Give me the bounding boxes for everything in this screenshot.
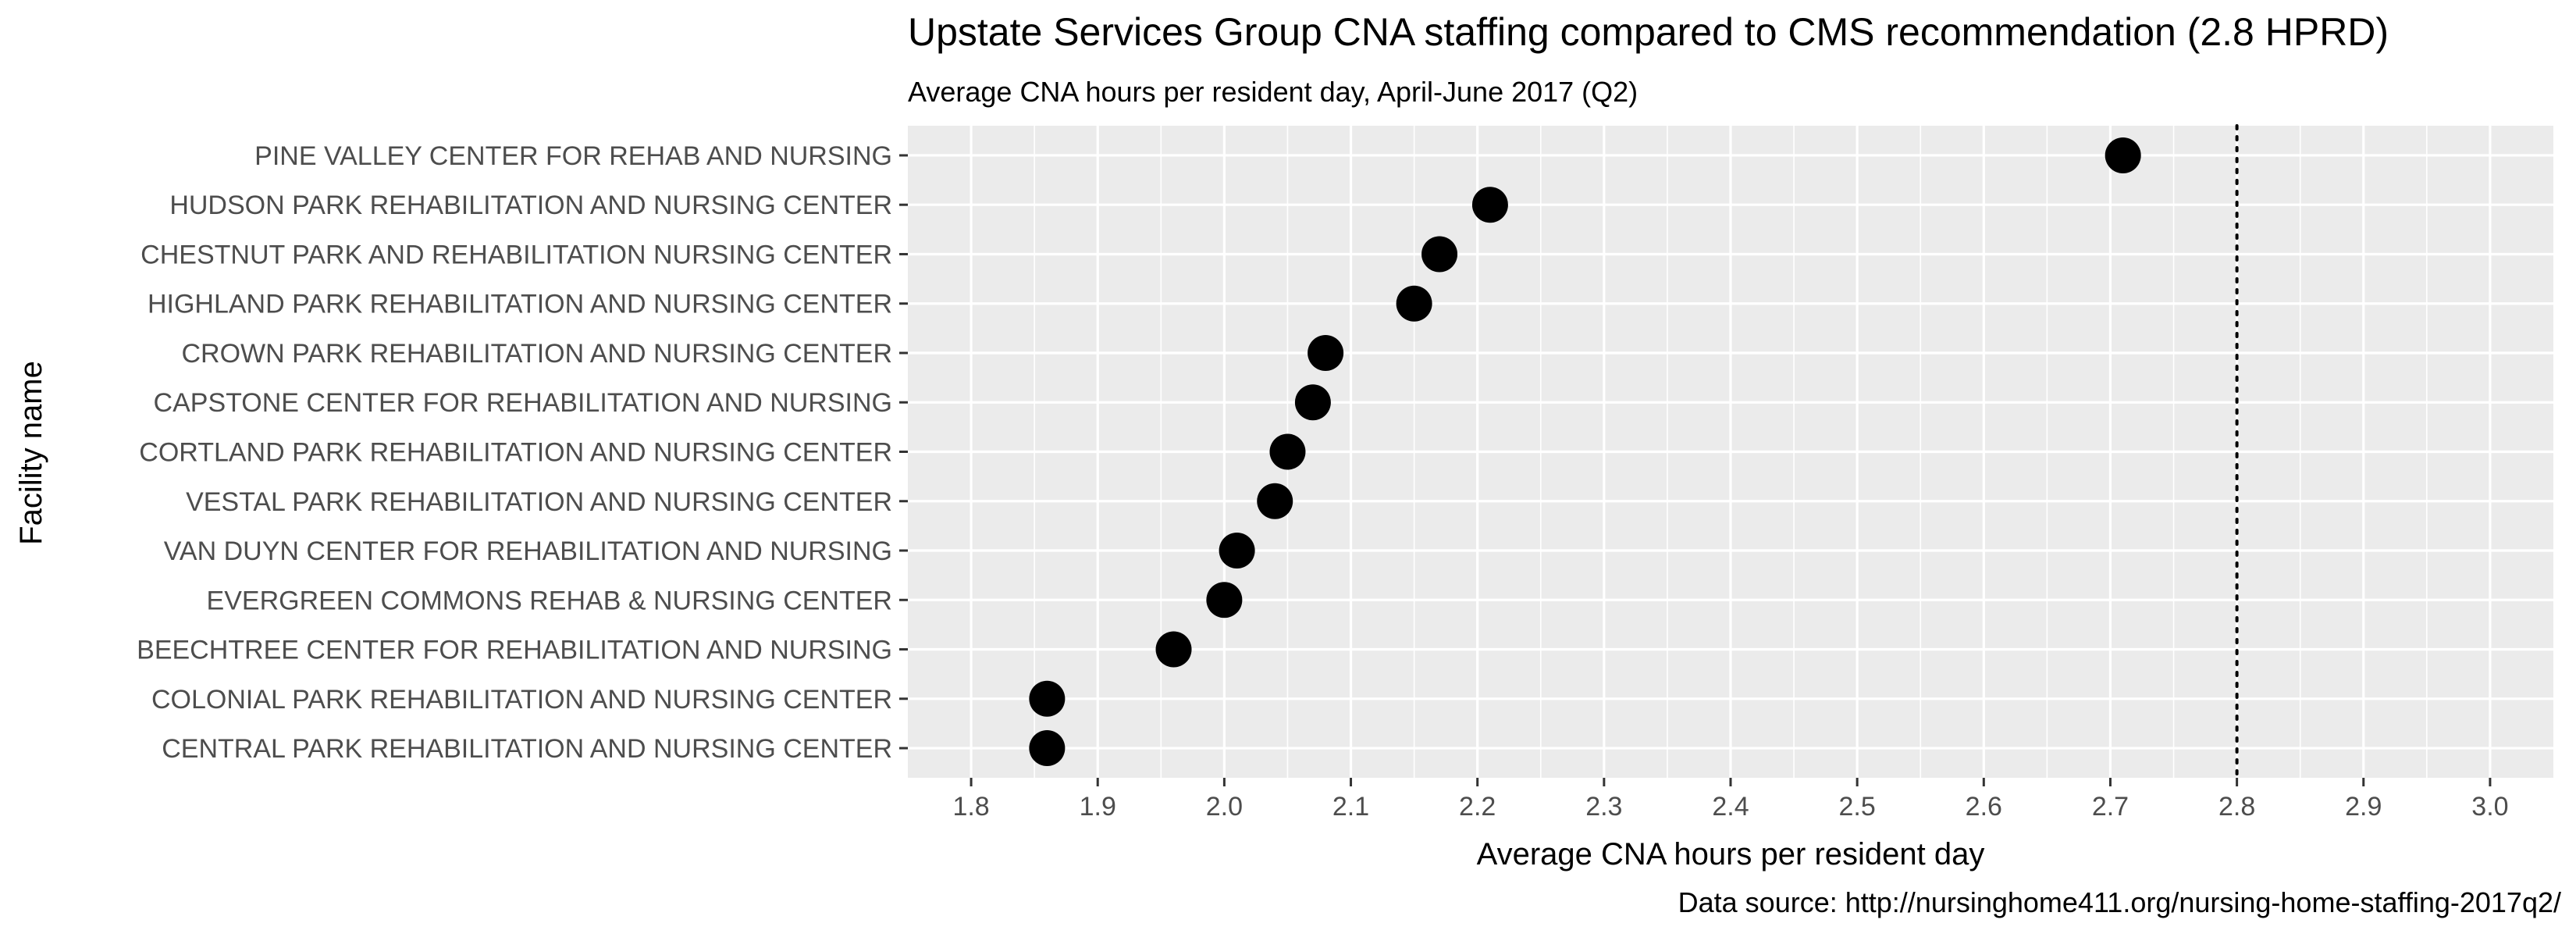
data-point [1396,285,1432,322]
x-tick-label: 3.0 [2471,792,2508,822]
x-tick-label: 2.1 [1332,792,1369,822]
y-tick-label: CENTRAL PARK REHABILITATION AND NURSING … [162,734,892,764]
data-point [2105,137,2141,173]
chart-title: Upstate Services Group CNA staffing comp… [908,10,2389,54]
data-point [1308,334,1344,371]
x-tick-label: 2.7 [2092,792,2129,822]
data-point [1294,384,1331,421]
y-axis-ticks: PINE VALLEY CENTER FOR REHAB AND NURSING… [137,141,908,764]
y-tick-label: CORTLAND PARK REHABILITATION AND NURSING… [139,438,892,468]
x-axis-title: Average CNA hours per resident day [1477,837,1985,871]
chart-subtitle: Average CNA hours per resident day, Apri… [908,76,1638,108]
x-tick-label: 1.9 [1080,792,1116,822]
data-points [1029,137,2141,767]
y-tick-label: EVERGREEN COMMONS REHAB & NURSING CENTER [207,586,892,615]
data-point [1029,730,1066,767]
chart-caption: Data source: http://nursinghome411.org/n… [1678,886,2561,918]
x-tick-label: 2.3 [1585,792,1622,822]
y-tick-label: VAN DUYN CENTER FOR REHABILITATION AND N… [164,536,892,566]
x-tick-label: 1.8 [952,792,989,822]
x-tick-label: 2.0 [1206,792,1243,822]
data-point [1269,433,1306,470]
y-tick-label: PINE VALLEY CENTER FOR REHAB AND NURSING [254,141,892,171]
data-point [1155,631,1192,668]
y-axis-title: Facility name [14,361,48,545]
y-tick-label: HIGHLAND PARK REHABILITATION AND NURSING… [148,290,892,319]
x-tick-label: 2.9 [2345,792,2382,822]
data-point [1029,680,1066,717]
data-point [1471,187,1508,223]
x-tick-label: 2.4 [1712,792,1749,822]
data-point [1219,533,1255,569]
y-tick-label: CHESTNUT PARK AND REHABILITATION NURSING… [141,240,892,269]
data-point [1421,236,1458,273]
y-tick-label: BEECHTREE CENTER FOR REHABILITATION AND … [137,636,892,665]
y-tick-label: COLONIAL PARK REHABILITATION AND NURSING… [151,685,892,715]
grid-major [908,126,2553,778]
y-tick-label: CROWN PARK REHABILITATION AND NURSING CE… [181,339,892,369]
data-point [1257,483,1293,519]
x-tick-label: 2.5 [1839,792,1876,822]
y-tick-label: HUDSON PARK REHABILITATION AND NURSING C… [169,191,892,220]
x-tick-label: 2.8 [2218,792,2255,822]
x-axis-ticks: 1.8 1.9 2.0 2.1 2.2 2.3 2.4 2.5 2.6 2.7 2.8 2.9 3.0 [952,778,2509,822]
y-tick-label: VESTAL PARK REHABILITATION AND NURSING C… [186,487,892,517]
x-tick-label: 2.2 [1459,792,1496,822]
y-tick-label: CAPSTONE CENTER FOR REHABILITATION AND N… [154,388,892,418]
data-point [1206,582,1243,618]
x-tick-label: 2.6 [1966,792,2002,822]
